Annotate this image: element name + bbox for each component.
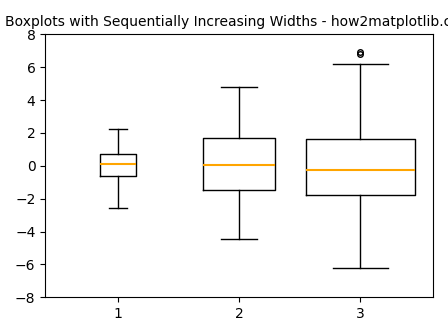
Title: Boxplots with Sequentially Increasing Widths - how2matplotlib.com: Boxplots with Sequentially Increasing Wi… [5, 15, 448, 29]
